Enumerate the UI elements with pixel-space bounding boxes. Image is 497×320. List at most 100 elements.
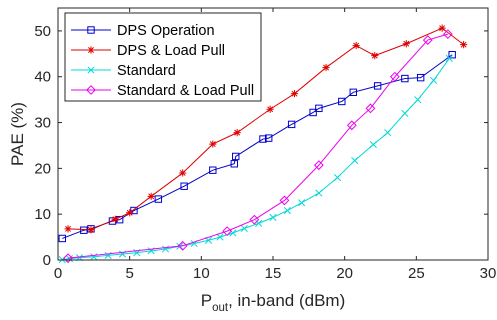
- data-point: [63, 253, 73, 264]
- data-point: [87, 226, 95, 234]
- data-point: [222, 226, 233, 237]
- data-point: [266, 105, 274, 113]
- legend-marker: [87, 46, 95, 54]
- data-point: [65, 255, 74, 263]
- data-point: [230, 160, 239, 168]
- legend-label: Standard: [117, 63, 176, 79]
- legend-label: Standard & Load Pull: [117, 83, 254, 99]
- data-point: [179, 169, 187, 177]
- x-tick-label: 15: [265, 265, 282, 282]
- data-point: [287, 120, 296, 129]
- data-point: [209, 140, 217, 148]
- x-axis-title: Pout, in-band (dBm): [201, 291, 346, 314]
- legend-items: DPS Operation DPS & Load Pull Standard Stan…: [71, 23, 254, 99]
- data-point: [333, 173, 342, 182]
- legend-label: DPS & Load Pull: [117, 43, 225, 59]
- data-point: [283, 206, 291, 215]
- legend-item-1: DPS Operation: [71, 23, 215, 39]
- data-point: [401, 74, 409, 83]
- x-tick-label: 20: [336, 265, 353, 282]
- data-point: [422, 35, 433, 45]
- data-point: [80, 226, 88, 234]
- data-point: [414, 96, 422, 104]
- data-point: [180, 182, 188, 190]
- data-point: [442, 29, 453, 40]
- data-point: [147, 192, 155, 200]
- data-point: [269, 213, 277, 221]
- data-point: [448, 51, 456, 59]
- x-tick-label: 5: [125, 265, 133, 282]
- data-point: [233, 129, 241, 137]
- data-point: [369, 140, 377, 149]
- data-point: [402, 40, 410, 48]
- legend-item-4: Standard & Load Pull: [71, 83, 254, 99]
- data-point: [279, 195, 290, 206]
- data-point: [161, 245, 170, 253]
- y-tick-label: 20: [34, 160, 51, 177]
- series-4: [63, 29, 453, 264]
- tick-layer: 0 5 10 15 20 25 30 0 10 20 30 40 50: [34, 8, 496, 282]
- data-point: [322, 63, 330, 72]
- series-line: [67, 33, 449, 259]
- data-point: [209, 166, 217, 174]
- data-point: [154, 195, 163, 203]
- data-point: [313, 160, 324, 171]
- legend-marker: [86, 85, 96, 95]
- data-point: [373, 82, 382, 90]
- data-point: [265, 134, 273, 142]
- y-tick-label: 30: [34, 115, 51, 132]
- data-point: [371, 52, 379, 60]
- legend-item-2: DPS & Load Pull: [71, 43, 225, 59]
- data-point: [298, 199, 306, 207]
- x-tick-label: 30: [480, 265, 497, 282]
- data-point: [64, 225, 72, 233]
- data-point: [365, 103, 376, 114]
- y-tick-label: 0: [43, 252, 51, 269]
- data-point: [346, 120, 357, 131]
- data-point: [58, 234, 66, 243]
- data-point: [259, 135, 267, 143]
- legend: DPS Operation DPS & Load Pull Standard Stan…: [64, 12, 262, 102]
- data-point: [351, 157, 359, 165]
- data-point: [177, 240, 188, 251]
- legend-item-3: Standard: [71, 63, 176, 79]
- data-point: [315, 189, 323, 197]
- data-point: [111, 215, 119, 223]
- y-tick-label: 50: [34, 23, 51, 40]
- data-point: [126, 209, 134, 217]
- legend-label: DPS Operation: [117, 23, 215, 39]
- y-axis-title: PAE (%): [8, 102, 27, 166]
- data-point: [460, 41, 468, 49]
- data-point: [349, 88, 357, 97]
- data-point: [338, 97, 346, 106]
- series-2: [64, 24, 468, 234]
- series-line: [62, 58, 450, 261]
- data-point: [389, 71, 400, 82]
- data-point: [315, 104, 323, 113]
- legend-marker: [87, 66, 95, 74]
- x-axis-title-rest: , in-band (dBm): [228, 291, 345, 310]
- x-tick-label: 25: [408, 265, 425, 282]
- data-point: [416, 73, 425, 82]
- y-tick-label: 10: [34, 206, 51, 223]
- x-axis-title-subscript: out: [212, 302, 229, 314]
- data-point: [249, 214, 260, 225]
- x-tick-label: 0: [54, 265, 62, 282]
- x-axis-title-main: P: [201, 291, 212, 310]
- legend-marker: [87, 26, 95, 34]
- data-point: [445, 54, 453, 62]
- data-point: [232, 152, 240, 161]
- data-point: [429, 76, 438, 84]
- data-point: [309, 108, 317, 117]
- data-point: [130, 206, 138, 215]
- legend-box: [64, 12, 262, 102]
- data-point: [290, 90, 299, 98]
- data-point: [401, 109, 409, 117]
- data-point: [216, 233, 224, 241]
- x-tick-label: 10: [193, 265, 210, 282]
- data-point: [240, 224, 248, 232]
- series-line: [68, 27, 464, 231]
- data-point: [438, 24, 446, 32]
- data-point: [352, 41, 360, 50]
